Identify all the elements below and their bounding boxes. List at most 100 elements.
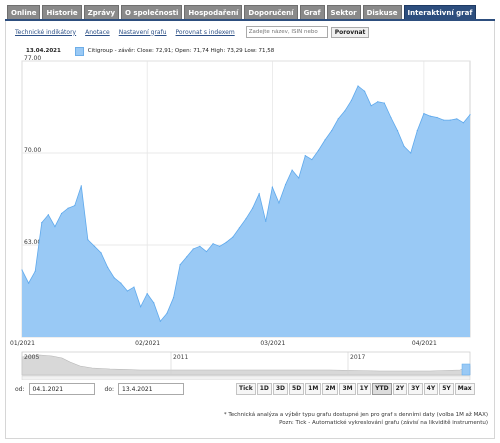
data-point	[396, 130, 399, 132]
legend-text: Citigroup - závěr: Close: 72,91; Open: 7…	[87, 48, 275, 54]
navigator-label: 2011	[173, 354, 188, 361]
x-tick-label: 02/2021	[135, 340, 160, 347]
data-point	[423, 112, 425, 115]
compare-button[interactable]: Porovnat	[330, 26, 370, 38]
data-point	[186, 256, 188, 258]
tab-hospodareni[interactable]: Hospodaření	[184, 5, 243, 20]
compare-search-input[interactable]	[245, 26, 328, 38]
zoom-button-1d[interactable]: 1D	[256, 383, 272, 395]
tab-online[interactable]: Online	[7, 5, 41, 20]
data-point	[67, 207, 69, 209]
data-point	[344, 110, 346, 112]
zoom-button-max[interactable]: Max	[454, 383, 475, 395]
data-point	[410, 152, 412, 154]
data-point	[232, 236, 234, 238]
data-point	[47, 214, 49, 216]
data-point	[139, 306, 142, 308]
annotations-link[interactable]: Anotace	[85, 28, 110, 36]
zoom-button-2y[interactable]: 2Y	[392, 383, 408, 395]
chart-toolbar: Technické indikátory Anotace Nastavení g…	[15, 26, 370, 38]
data-point	[429, 115, 432, 117]
data-point	[311, 158, 313, 161]
data-point	[291, 169, 293, 171]
data-point	[436, 116, 438, 119]
data-point	[21, 269, 23, 271]
zoom-button-1y[interactable]: 1Y	[356, 383, 372, 395]
tab-diskuse[interactable]: Diskuse	[362, 5, 402, 20]
data-point	[462, 122, 465, 124]
data-point	[107, 266, 109, 268]
navigator-label: 2005	[24, 354, 39, 361]
zoom-button-4y[interactable]: 4Y	[423, 383, 439, 395]
zoom-button-1m[interactable]: 1M	[305, 383, 322, 395]
x-tick-label: 04/2021	[412, 340, 437, 347]
chart-settings-link[interactable]: Nastavení grafu	[118, 28, 167, 36]
data-point	[278, 202, 280, 204]
tab-doporuceni[interactable]: Doporučení	[244, 5, 298, 20]
to-label: do:	[104, 385, 115, 393]
data-point	[251, 207, 254, 209]
data-point	[265, 220, 267, 222]
data-point	[87, 239, 89, 241]
data-point	[212, 243, 214, 245]
data-point	[383, 102, 385, 104]
data-point	[357, 85, 359, 87]
data-point	[192, 248, 194, 250]
tab-underline	[5, 19, 495, 21]
data-point	[172, 296, 175, 299]
data-point	[377, 101, 379, 103]
zoom-button-3y[interactable]: 3Y	[408, 383, 423, 395]
data-point	[331, 130, 333, 132]
zoom-button-tick[interactable]: Tick	[236, 383, 256, 395]
navigator-label: 2017	[350, 354, 365, 361]
data-point	[126, 290, 129, 292]
data-point	[199, 245, 201, 247]
data-point	[60, 212, 63, 215]
tab-sektor[interactable]: Sektor	[326, 5, 361, 20]
technical-indicators-link[interactable]: Technické indikátory	[15, 28, 77, 36]
tab-zpravy[interactable]: Zprávy	[83, 5, 120, 20]
date-range: od: 04.1.2021 do: 13.4.2021	[15, 383, 194, 395]
navigator-scrollbar[interactable]	[21, 375, 471, 380]
data-point	[350, 99, 353, 102]
tab-o-spolecnosti[interactable]: O společnosti	[121, 5, 183, 20]
zoom-button-3d[interactable]: 3D	[272, 383, 289, 395]
compare-index-link[interactable]: Porovnat s indexem	[175, 28, 235, 36]
tab-graf[interactable]: Graf	[299, 5, 325, 20]
to-date-input[interactable]: 13.4.2021	[118, 383, 185, 395]
data-point	[54, 226, 56, 228]
area-fill	[22, 85, 470, 337]
zoom-button-5y[interactable]: 5Y	[439, 383, 454, 395]
x-tick-label: 03/2021	[260, 340, 285, 347]
data-point	[403, 145, 405, 148]
tab-historie[interactable]: Historie	[42, 5, 82, 20]
data-point	[179, 264, 181, 266]
x-tick-label: 01/2021	[10, 340, 35, 347]
footnote-1: * Technická analýza a výběr typu grafu d…	[223, 412, 488, 418]
price-chart[interactable]: 56.0063.0070.0077.0001/202102/202103/202…	[0, 0, 500, 380]
data-point	[469, 114, 471, 116]
zoom-button-5d[interactable]: 5D	[289, 383, 305, 395]
data-point	[416, 130, 418, 132]
data-point	[370, 105, 372, 107]
y-tick-label: 70.00	[24, 147, 41, 154]
data-point	[100, 252, 102, 254]
navigator-selection	[461, 363, 471, 376]
y-tick-label: 77.00	[24, 55, 41, 62]
data-point	[166, 312, 168, 314]
data-point	[298, 177, 300, 179]
zoom-button-ytd[interactable]: YTD	[372, 383, 392, 395]
from-date-input[interactable]: 04.1.2021	[28, 383, 95, 395]
data-point	[238, 227, 241, 229]
from-label: od:	[15, 385, 25, 393]
data-point	[449, 119, 451, 121]
zoom-buttons: Tick 1D 3D 5D 1M 2M 3M 1Y YTD 2Y 3Y 4Y 5Y Max	[236, 383, 475, 395]
zoom-button-3m[interactable]: 3M	[339, 383, 356, 395]
zoom-button-2m[interactable]: 2M	[322, 383, 339, 395]
tab-interaktivni-graf[interactable]: Interaktivní graf	[403, 5, 477, 20]
footnote-2: Pozn: Tick - Automatické vykreslování gr…	[279, 420, 488, 426]
footnotes: * Technická analýza a výběr typu grafu d…	[224, 411, 488, 427]
legend-date: 13.04.2021	[26, 48, 61, 54]
data-point	[219, 245, 221, 247]
data-point	[258, 193, 260, 195]
